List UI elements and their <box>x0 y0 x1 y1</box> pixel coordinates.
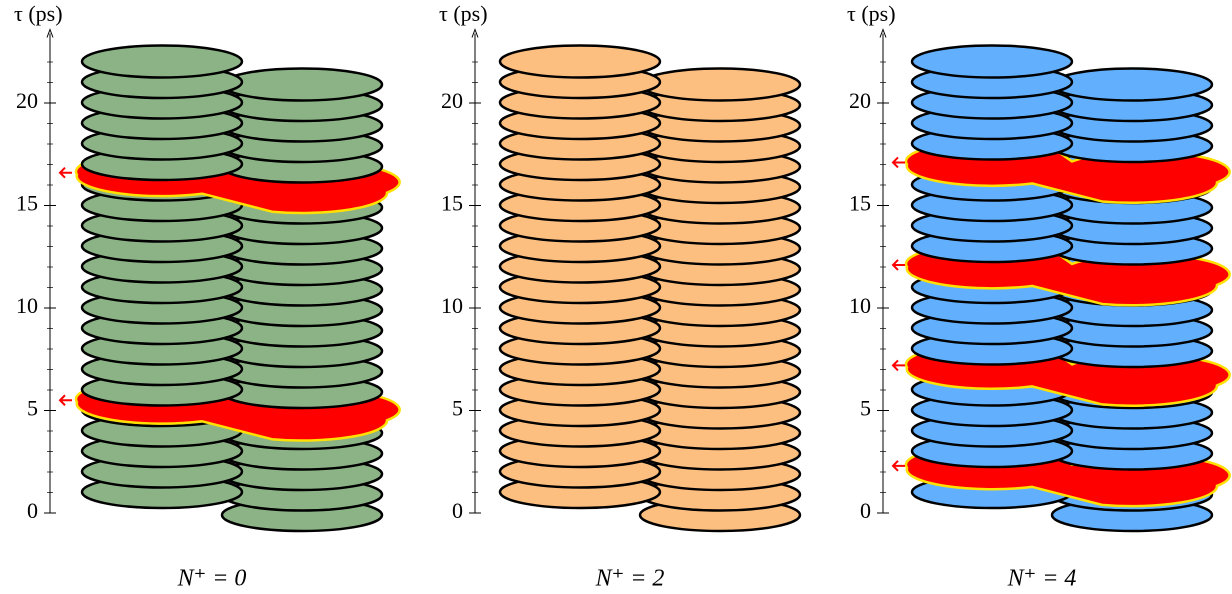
axis-label: τ (ps) <box>439 1 488 26</box>
figure: 0 5 10 15 20 τ (ps) N⁺ = 0 0 5 10 15 20 τ (ps) N⁺ = 2… <box>0 0 1232 594</box>
disc <box>1052 69 1212 101</box>
tick-label: 15 <box>849 191 871 216</box>
disc <box>912 46 1072 78</box>
disc <box>640 69 800 101</box>
event-arrow <box>893 461 905 471</box>
tick-label: 20 <box>849 88 871 113</box>
caption: N⁺ = 0 <box>177 566 247 592</box>
tick-label: 10 <box>441 293 463 318</box>
tick-label: 15 <box>16 191 38 216</box>
axis-label: τ (ps) <box>847 1 896 26</box>
disc <box>82 46 242 78</box>
tick-label: 20 <box>16 88 38 113</box>
event-arrow <box>893 360 905 370</box>
event-arrow <box>893 157 905 167</box>
caption: N⁺ = 4 <box>1007 566 1077 592</box>
tick-label: 20 <box>441 88 463 113</box>
tick-label: 0 <box>452 498 463 523</box>
tick-label: 10 <box>849 293 871 318</box>
event-arrow <box>60 395 72 405</box>
panel: 0 5 10 15 20 τ (ps) N⁺ = 0 <box>14 1 400 591</box>
event-arrow <box>60 168 72 178</box>
tick-label: 10 <box>16 293 38 318</box>
tick-label: 0 <box>27 498 38 523</box>
tick-label: 5 <box>860 396 871 421</box>
caption: N⁺ = 2 <box>595 566 665 592</box>
panel: 0 5 10 15 20 τ (ps) N⁺ = 4 <box>847 1 1230 591</box>
disc <box>222 69 382 101</box>
tick-label: 5 <box>452 396 463 421</box>
axis-label: τ (ps) <box>14 1 63 26</box>
tick-label: 5 <box>27 396 38 421</box>
tick-label: 0 <box>860 498 871 523</box>
panel: 0 5 10 15 20 τ (ps) N⁺ = 2 <box>439 1 800 591</box>
tick-label: 15 <box>441 191 463 216</box>
disc <box>500 46 660 78</box>
event-arrow <box>893 260 905 270</box>
